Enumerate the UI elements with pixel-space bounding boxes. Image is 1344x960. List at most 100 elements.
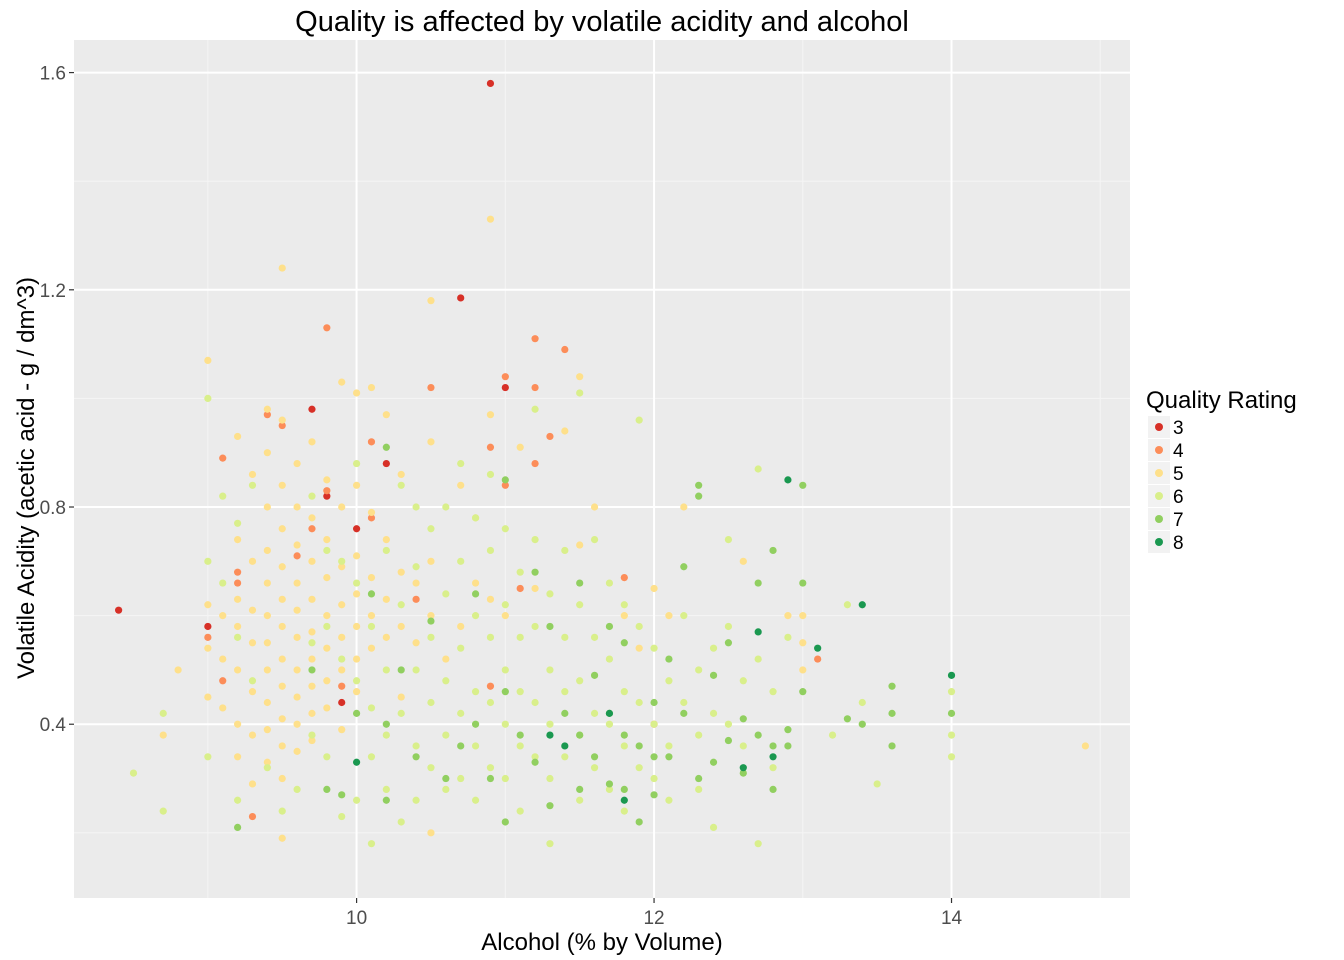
data-point	[695, 492, 703, 500]
data-point	[486, 546, 495, 555]
data-point	[397, 709, 405, 717]
data-point	[680, 612, 688, 620]
data-point	[486, 215, 495, 223]
data-point	[248, 606, 257, 614]
data-point	[382, 796, 390, 804]
legend-swatch	[1155, 469, 1163, 477]
x-axis-label: Alcohol (% by Volume)	[481, 929, 722, 956]
data-point	[695, 774, 703, 783]
data-point	[338, 666, 346, 674]
data-point	[204, 693, 212, 701]
data-point	[308, 595, 316, 603]
data-point	[293, 693, 301, 701]
data-point	[248, 639, 257, 647]
minor-grid	[74, 40, 1130, 898]
data-point	[115, 606, 123, 614]
legend-label: 6	[1173, 487, 1184, 508]
data-point	[531, 758, 539, 766]
data-point	[858, 601, 866, 609]
data-point	[605, 655, 614, 663]
data-point	[352, 688, 361, 696]
data-point	[234, 535, 242, 544]
data-point	[278, 682, 286, 690]
data-point	[947, 688, 956, 696]
data-point	[293, 503, 301, 511]
data-point	[739, 742, 747, 750]
data-point	[263, 579, 271, 587]
data-point	[695, 785, 703, 793]
data-point	[754, 655, 762, 663]
data-point	[724, 720, 733, 728]
data-point	[635, 644, 643, 652]
data-point	[814, 655, 822, 663]
data-point	[947, 753, 956, 761]
data-point	[799, 481, 807, 489]
data-point	[442, 677, 450, 685]
data-point	[308, 731, 316, 739]
data-point	[605, 709, 614, 717]
data-point	[278, 742, 286, 750]
data-point	[367, 704, 376, 712]
data-point	[382, 411, 390, 419]
data-point	[561, 633, 569, 641]
data-point	[769, 764, 777, 772]
data-point	[427, 525, 435, 533]
data-point	[546, 802, 554, 810]
data-point	[427, 633, 435, 641]
data-point	[516, 584, 524, 593]
data-point	[248, 677, 257, 685]
data-point	[427, 297, 435, 305]
data-point	[248, 780, 257, 788]
data-point	[620, 785, 628, 793]
data-point	[486, 633, 495, 641]
y-axis-label: Volatile Acidity (acetic acid - g / dm^3…	[13, 277, 40, 679]
data-point	[590, 764, 599, 772]
data-point	[382, 785, 390, 793]
data-point	[471, 612, 480, 620]
data-point	[680, 503, 688, 511]
data-point	[263, 726, 271, 734]
data-point	[352, 552, 361, 560]
data-point	[248, 731, 257, 739]
data-point	[546, 622, 554, 631]
data-point	[412, 639, 420, 647]
legend-swatch	[1155, 538, 1163, 546]
data-point	[263, 612, 271, 620]
data-point	[263, 449, 271, 457]
data-point	[382, 535, 390, 544]
data-point	[709, 823, 718, 832]
data-point	[620, 601, 628, 609]
data-point	[620, 574, 628, 582]
data-point	[605, 622, 614, 631]
data-point	[234, 568, 242, 576]
data-point	[338, 726, 346, 734]
data-point	[546, 432, 554, 441]
data-point	[427, 557, 435, 565]
data-point	[352, 758, 361, 766]
data-point	[858, 698, 866, 707]
data-point	[471, 796, 480, 804]
data-point	[397, 481, 405, 489]
data-point	[486, 764, 495, 772]
data-point	[620, 807, 628, 815]
data-point	[531, 459, 539, 468]
data-point	[665, 796, 673, 804]
data-point	[382, 633, 390, 641]
series-quality-3	[115, 79, 509, 707]
y-tick-label: 0.8	[40, 498, 66, 519]
data-point	[129, 769, 138, 777]
data-point	[204, 622, 212, 631]
data-point	[576, 601, 584, 609]
data-point	[695, 731, 703, 739]
plot-panel	[74, 40, 1130, 898]
data-point	[680, 709, 688, 717]
data-point	[739, 764, 747, 772]
data-point	[531, 568, 539, 576]
data-point	[576, 785, 584, 793]
data-point	[486, 682, 495, 690]
data-point	[278, 807, 286, 815]
data-point	[843, 715, 852, 723]
data-point	[695, 481, 703, 489]
data-point	[501, 601, 509, 609]
data-point	[308, 438, 316, 446]
